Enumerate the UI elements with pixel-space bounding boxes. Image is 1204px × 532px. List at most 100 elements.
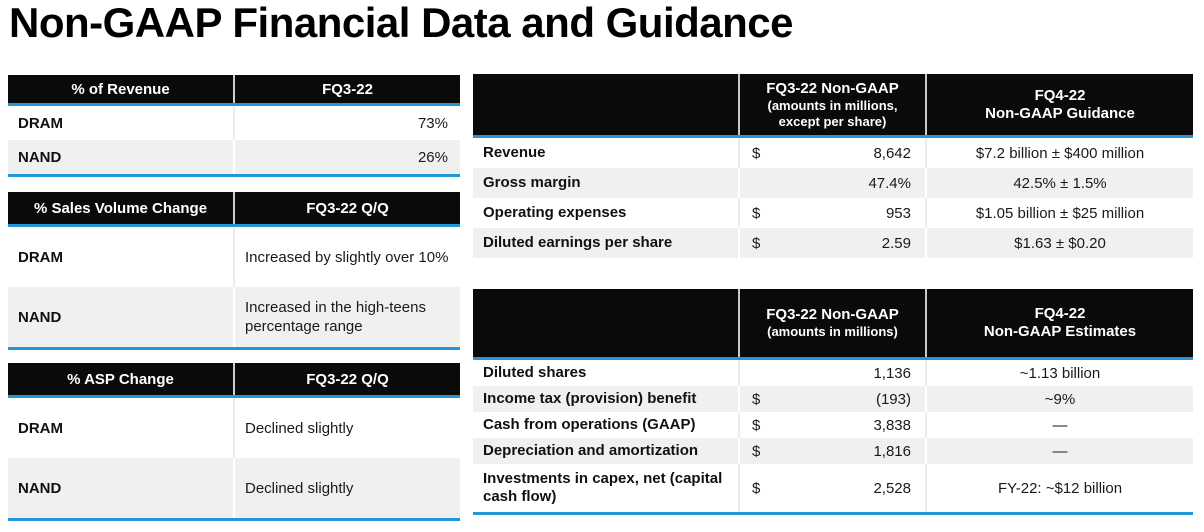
sales-volume-header: % Sales Volume Change FQ3-22 Q/Q <box>8 192 460 224</box>
header-title: FQ4-22 <box>1034 305 1086 322</box>
amount-value: 2,528 <box>873 479 911 497</box>
asp-change-header: % ASP Change FQ3-22 Q/Q <box>8 363 460 395</box>
table-row: DRAM Increased by slightly over 10% <box>8 227 460 287</box>
revenue-mix-header: % of Revenue FQ3-22 <box>8 75 460 103</box>
currency-symbol: $ <box>752 416 761 434</box>
row-label: Operating expenses <box>483 204 627 221</box>
currency-symbol: $ <box>752 144 761 162</box>
row-amount: $ 3,838 <box>738 412 925 438</box>
table-row: DRAM Declined slightly <box>8 398 460 458</box>
row-guidance: $1.63 ± $0.20 <box>925 228 1193 258</box>
table-row: Depreciation and amortization $ 1,816 — <box>473 438 1193 464</box>
revenue-mix-table: % of Revenue FQ3-22 DRAM 73% NAND 26% <box>8 75 460 177</box>
table-row: Investments in capex, net (capital cash … <box>473 464 1193 512</box>
results-guidance-header: FQ3-22 Non-GAAP (amounts in millions, ex… <box>473 74 1193 135</box>
row-amount: $ 8,642 <box>738 138 925 168</box>
currency-symbol: $ <box>752 204 761 222</box>
row-label: Income tax (provision) benefit <box>483 390 697 407</box>
row-label: DRAM <box>18 248 63 266</box>
header-period: FQ3-22 <box>233 75 460 103</box>
sales-volume-change-table: % Sales Volume Change FQ3-22 Q/Q DRAM In… <box>8 192 460 350</box>
table-row: Cash from operations (GAAP) $ 3,838 — <box>473 412 1193 438</box>
amount-value: 3,838 <box>873 416 911 434</box>
accent-divider <box>473 357 1193 360</box>
accent-divider <box>8 103 460 106</box>
row-label: DRAM <box>18 114 63 132</box>
table-row: Gross margin 47.4% 42.5% ± 1.5% <box>473 168 1193 198</box>
header-empty-cell <box>473 74 738 135</box>
accent-divider <box>473 135 1193 138</box>
row-label: Revenue <box>483 144 546 161</box>
table-row: Operating expenses $ 953 $1.05 billion ±… <box>473 198 1193 228</box>
header-metric: % ASP Change <box>8 363 233 395</box>
row-label: Investments in capex, net (capital cash … <box>483 470 723 505</box>
currency-symbol: $ <box>752 479 761 497</box>
table-row: NAND 26% <box>8 140 460 174</box>
header-fq4-estimates: FQ4-22 Non-GAAP Estimates <box>925 289 1193 357</box>
row-label: Gross margin <box>483 174 581 191</box>
row-value: Increased by slightly over 10% <box>233 227 460 287</box>
row-amount: $ 2,528 <box>738 464 925 512</box>
header-title: Non-GAAP Estimates <box>983 323 1137 340</box>
table-row: NAND Declined slightly <box>8 458 460 518</box>
table-row: Diluted earnings per share $ 2.59 $1.63 … <box>473 228 1193 258</box>
row-label: Diluted earnings per share <box>483 234 673 251</box>
table-row: NAND Increased in the high-teens percent… <box>8 287 460 347</box>
row-value: Declined slightly <box>233 458 460 518</box>
header-fq3-nongaap: FQ3-22 Non-GAAP (amounts in millions) <box>738 289 925 357</box>
row-guidance: FY-22: ~$12 billion <box>925 464 1193 512</box>
header-metric: % Sales Volume Change <box>8 192 233 224</box>
accent-divider <box>8 518 460 521</box>
header-period: FQ3-22 Q/Q <box>233 363 460 395</box>
row-guidance: — <box>925 438 1193 464</box>
header-subtitle: (amounts in millions) <box>767 324 898 339</box>
accent-divider <box>8 224 460 227</box>
page-title: Non-GAAP Financial Data and Guidance <box>9 0 794 46</box>
row-value: Increased in the high-teens percentage r… <box>233 287 460 347</box>
row-label: DRAM <box>18 419 63 437</box>
row-label: Cash from operations (GAAP) <box>483 416 696 433</box>
accent-divider <box>8 174 460 177</box>
row-amount: $ 2.59 <box>738 228 925 258</box>
row-label: NAND <box>18 479 62 497</box>
table-row: Revenue $ 8,642 $7.2 billion ± $400 mill… <box>473 138 1193 168</box>
row-guidance: $7.2 billion ± $400 million <box>925 138 1193 168</box>
header-title: FQ4-22 <box>1034 86 1086 104</box>
row-value: 73% <box>233 106 460 140</box>
other-data-estimates-table: FQ3-22 Non-GAAP (amounts in millions) FQ… <box>473 289 1193 515</box>
row-amount: 1,136 <box>738 360 925 386</box>
row-label: NAND <box>18 308 62 326</box>
row-guidance: — <box>925 412 1193 438</box>
row-amount: 47.4% <box>738 168 925 198</box>
header-subtitle: (amounts in millions, <box>767 97 898 113</box>
row-amount: $ 953 <box>738 198 925 228</box>
amount-value: 1,816 <box>873 442 911 460</box>
row-value: Declined slightly <box>233 398 460 458</box>
row-guidance: 42.5% ± 1.5% <box>925 168 1193 198</box>
header-title: FQ3-22 Non-GAAP <box>766 79 899 97</box>
table-row: DRAM 73% <box>8 106 460 140</box>
table-row: Income tax (provision) benefit $ (193) ~… <box>473 386 1193 412</box>
row-guidance: ~9% <box>925 386 1193 412</box>
amount-value: 8,642 <box>873 144 911 162</box>
accent-divider <box>8 395 460 398</box>
row-label: Depreciation and amortization <box>483 442 699 459</box>
estimates-header: FQ3-22 Non-GAAP (amounts in millions) FQ… <box>473 289 1193 357</box>
header-subtitle: except per share) <box>778 113 887 129</box>
row-guidance: $1.05 billion ± $25 million <box>925 198 1193 228</box>
header-metric: % of Revenue <box>8 75 233 103</box>
accent-divider <box>473 512 1193 515</box>
header-fq3-nongaap: FQ3-22 Non-GAAP (amounts in millions, ex… <box>738 74 925 135</box>
row-value: 26% <box>233 140 460 174</box>
results-guidance-table: FQ3-22 Non-GAAP (amounts in millions, ex… <box>473 74 1193 258</box>
row-guidance: ~1.13 billion <box>925 360 1193 386</box>
table-row: Diluted shares 1,136 ~1.13 billion <box>473 360 1193 386</box>
accent-divider <box>8 347 460 350</box>
amount-value: 2.59 <box>881 234 911 252</box>
row-amount: $ 1,816 <box>738 438 925 464</box>
row-amount: $ (193) <box>738 386 925 412</box>
asp-change-table: % ASP Change FQ3-22 Q/Q DRAM Declined sl… <box>8 363 460 521</box>
header-empty-cell <box>473 289 738 357</box>
amount-value: 953 <box>885 204 911 222</box>
